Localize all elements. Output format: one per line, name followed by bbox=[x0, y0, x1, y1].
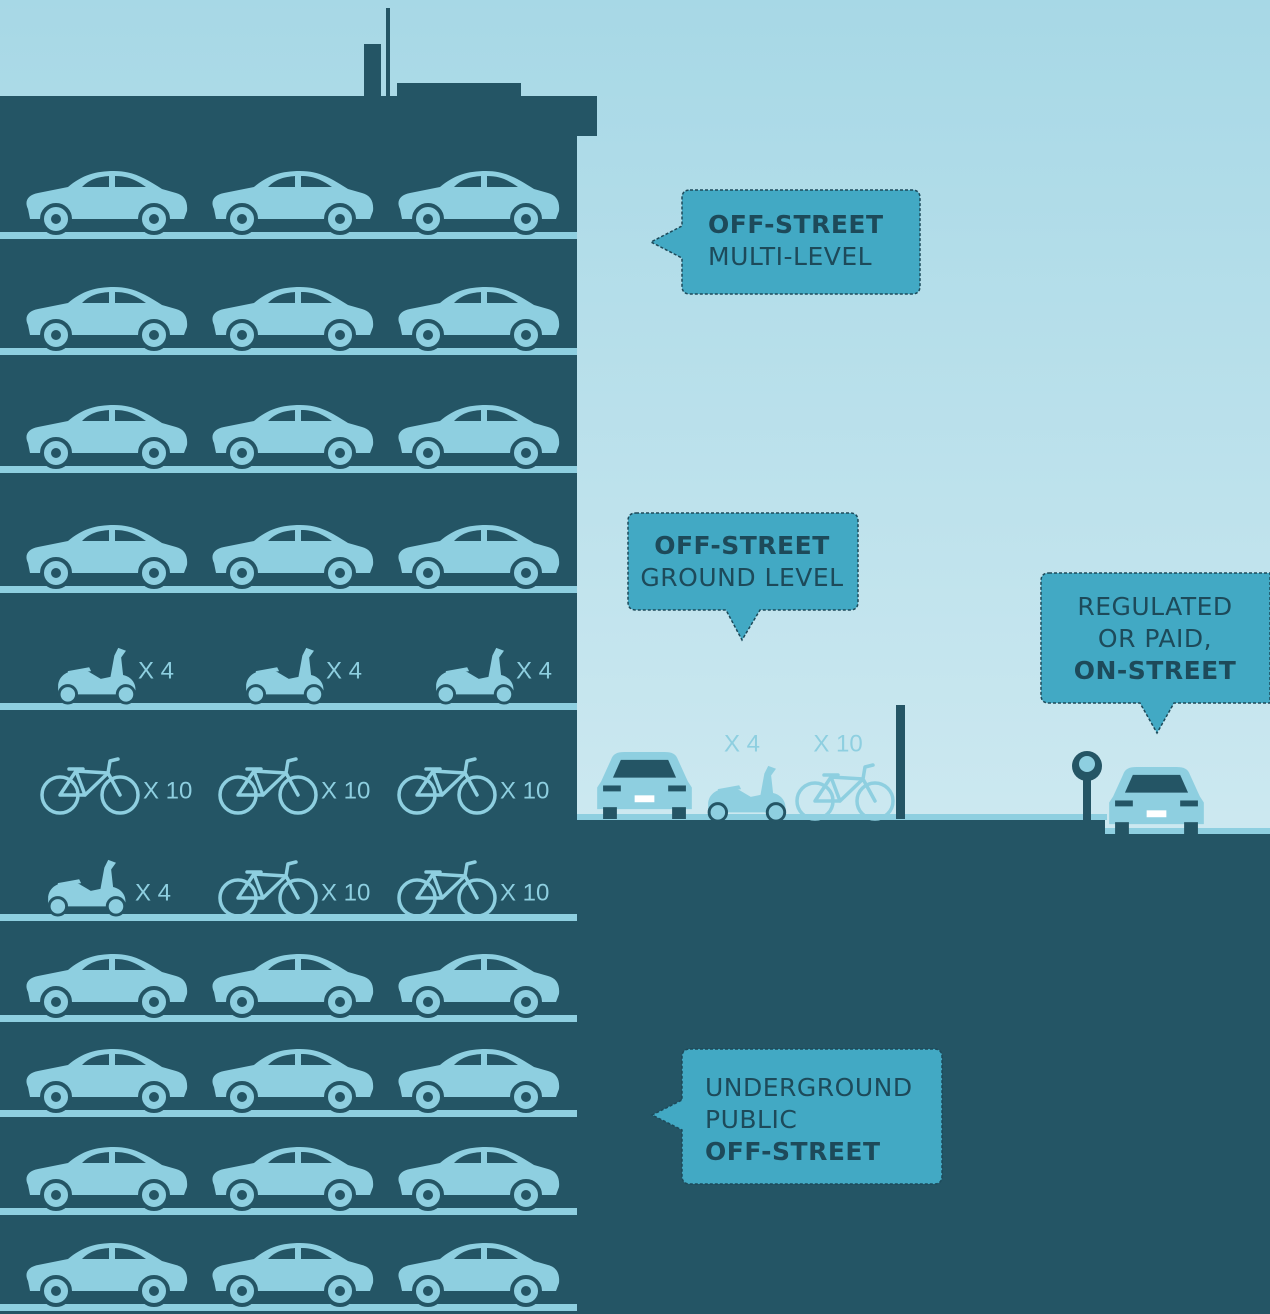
callout-text: ON-STREET bbox=[1074, 656, 1237, 685]
count-label: X 10 bbox=[500, 879, 549, 906]
floor-line bbox=[0, 348, 577, 355]
count-label: X 10 bbox=[500, 777, 549, 804]
front-car bbox=[1109, 767, 1204, 834]
callout-text: MULTI-LEVEL bbox=[708, 242, 872, 271]
count-label: X 10 bbox=[321, 879, 370, 906]
count-label: X 10 bbox=[813, 730, 862, 757]
count-label: X 4 bbox=[326, 657, 362, 684]
floor-line bbox=[0, 1015, 577, 1022]
scene: X 4 X 4 X 4 X 10 X 10 X 10 X 4 X 10 X 10 X 4 X 10 O… bbox=[0, 0, 1270, 1314]
front-car bbox=[597, 752, 692, 819]
count-label: X 4 bbox=[138, 657, 174, 684]
callout-text: PUBLIC bbox=[705, 1105, 797, 1134]
callout-text: OFF-STREET bbox=[654, 531, 830, 560]
floor-line bbox=[0, 1208, 577, 1215]
floor-line bbox=[0, 466, 577, 473]
count-label: X 4 bbox=[135, 879, 171, 906]
floor-line bbox=[0, 232, 577, 239]
callout-text: OFF-STREET bbox=[705, 1137, 881, 1166]
callout-text: UNDERGROUND bbox=[705, 1073, 913, 1102]
floor-line bbox=[0, 586, 577, 593]
floor-line bbox=[0, 1110, 577, 1117]
floor-line bbox=[0, 703, 577, 710]
count-label: X 4 bbox=[516, 657, 552, 684]
callout-text: OFF-STREET bbox=[708, 210, 884, 239]
callout-text: GROUND LEVEL bbox=[640, 563, 843, 592]
callout-text: REGULATED bbox=[1077, 592, 1232, 621]
count-label: X 4 bbox=[724, 730, 760, 757]
count-label: X 10 bbox=[321, 777, 370, 804]
count-label: X 10 bbox=[143, 777, 192, 804]
callout-text: OR PAID, bbox=[1098, 624, 1212, 653]
floor-line bbox=[0, 1304, 577, 1311]
